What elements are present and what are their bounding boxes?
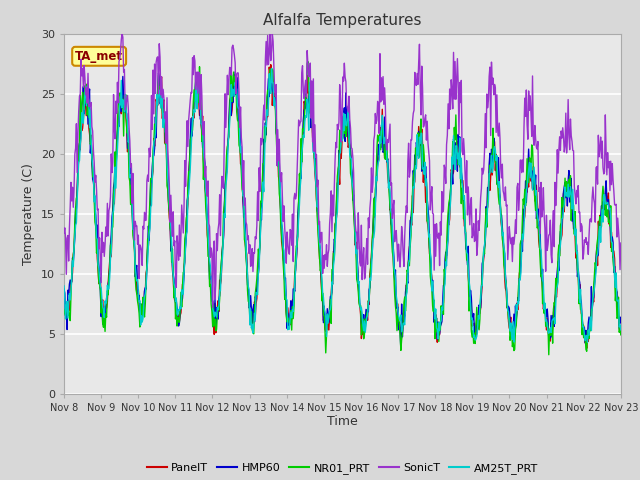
Legend: PanelT, HMP60, NR01_PRT, SonicT, AM25T_PRT: PanelT, HMP60, NR01_PRT, SonicT, AM25T_P… xyxy=(143,458,542,478)
Title: Alfalfa Temperatures: Alfalfa Temperatures xyxy=(263,13,422,28)
Y-axis label: Temperature (C): Temperature (C) xyxy=(22,163,35,264)
Text: TA_met: TA_met xyxy=(75,50,123,63)
X-axis label: Time: Time xyxy=(327,415,358,429)
